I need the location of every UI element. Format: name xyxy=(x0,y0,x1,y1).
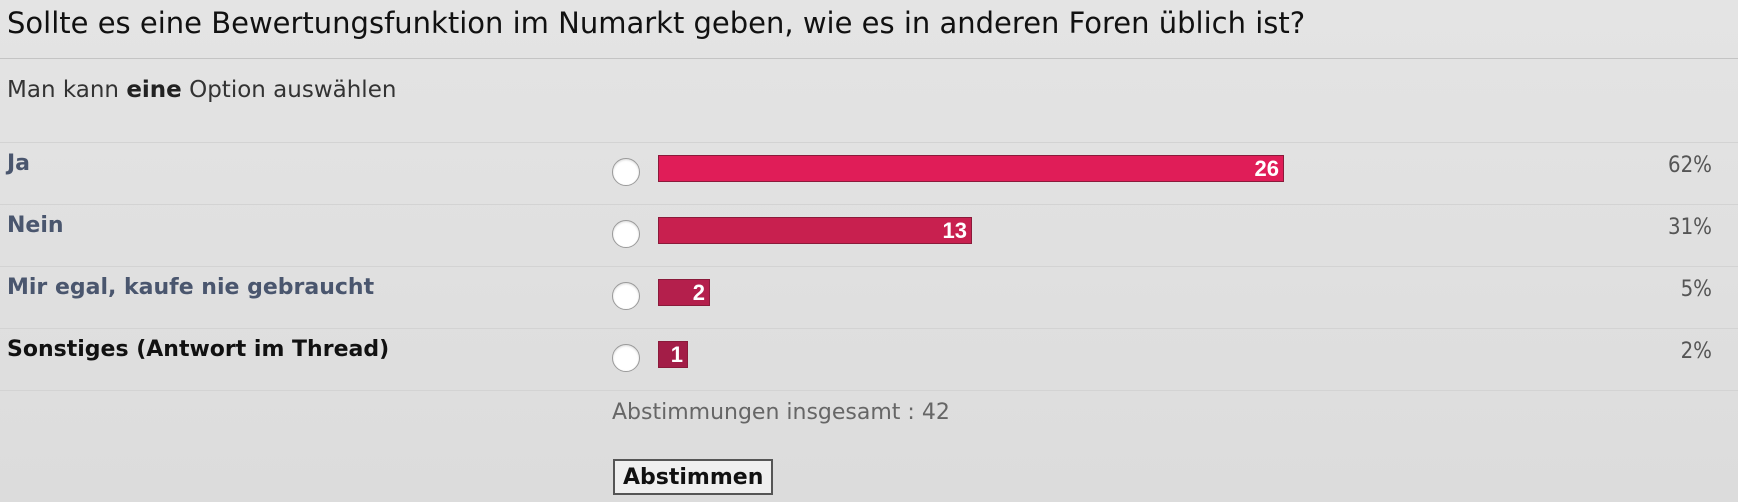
poll-result-bar-track: 13 xyxy=(658,217,1658,244)
total-votes: Abstimmungen insgesamt : 42 xyxy=(612,400,950,425)
poll-option-percent: 62% xyxy=(1668,153,1712,178)
poll-vote-count: 1 xyxy=(670,342,683,367)
poll-result-bar: 1 xyxy=(658,341,688,368)
poll-result-bar-track: 26 xyxy=(658,155,1658,182)
title-divider xyxy=(0,58,1738,59)
poll-option-percent: 31% xyxy=(1668,215,1712,240)
poll-question: Sollte es eine Bewertungsfunktion im Num… xyxy=(7,6,1306,40)
poll-option-percent: 5% xyxy=(1680,277,1712,302)
poll-option-row: Mir egal, kaufe nie gebraucht 2 5% xyxy=(0,266,1738,329)
vote-button[interactable]: Abstimmen xyxy=(613,459,774,495)
poll-option-row: Sonstiges (Antwort im Thread) 1 2% xyxy=(0,328,1738,391)
poll-option-row: Nein 13 31% xyxy=(0,204,1738,267)
poll-option-radio[interactable] xyxy=(612,220,640,248)
instruction-suffix: Option auswählen xyxy=(181,77,397,103)
poll-option-label[interactable]: Ja xyxy=(7,151,31,176)
poll-result-bar: 13 xyxy=(658,217,972,244)
poll-result-bar: 26 xyxy=(658,155,1284,182)
poll-option-label[interactable]: Sonstiges (Antwort im Thread) xyxy=(7,337,390,362)
poll-vote-count: 13 xyxy=(942,218,967,243)
options-end-divider xyxy=(0,390,1738,391)
poll-result-bar: 2 xyxy=(658,279,710,306)
poll-option-radio[interactable] xyxy=(612,282,640,310)
poll-instruction: Man kann eine Option auswählen xyxy=(7,77,396,103)
poll-option-label[interactable]: Nein xyxy=(7,213,64,238)
poll-result-bar-track: 1 xyxy=(658,341,1658,368)
poll-result-bar-track: 2 xyxy=(658,279,1658,306)
poll-option-row: Ja 26 62% xyxy=(0,142,1738,205)
poll-option-radio[interactable] xyxy=(612,344,640,372)
poll-option-label[interactable]: Mir egal, kaufe nie gebraucht xyxy=(7,275,375,300)
instruction-emphasis: eine xyxy=(126,77,182,103)
poll-option-percent: 2% xyxy=(1680,339,1712,364)
instruction-prefix: Man kann xyxy=(7,77,127,103)
poll-vote-count: 26 xyxy=(1254,156,1279,181)
poll-option-radio[interactable] xyxy=(612,158,640,186)
poll-vote-count: 2 xyxy=(692,280,705,305)
